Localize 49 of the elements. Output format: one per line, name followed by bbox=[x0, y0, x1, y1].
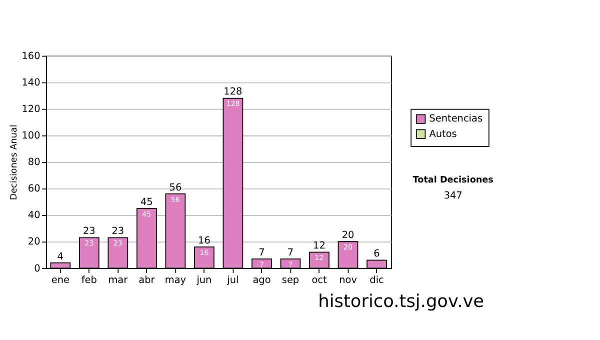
y-tick-label: 80 bbox=[28, 157, 40, 168]
y-tick-label: 140 bbox=[22, 77, 40, 88]
x-tick-label: jun bbox=[196, 274, 212, 286]
total-label: 4 bbox=[57, 251, 64, 262]
x-tick-label: dic bbox=[370, 274, 384, 286]
total-label: 12 bbox=[313, 240, 326, 252]
total-label: 7 bbox=[258, 247, 265, 258]
data-label: 12 bbox=[314, 253, 324, 262]
y-axis-title: Decisiones Anual bbox=[9, 124, 20, 200]
data-label: 45 bbox=[142, 209, 152, 218]
data-label: 7 bbox=[259, 260, 264, 269]
y-tick-label: 60 bbox=[28, 184, 40, 195]
x-tick-label: nov bbox=[339, 274, 358, 286]
data-label: 16 bbox=[200, 248, 210, 257]
legend-label: Sentencias bbox=[429, 114, 483, 125]
total-label: 16 bbox=[198, 235, 210, 246]
text: 347 bbox=[444, 190, 462, 202]
data-label: 20 bbox=[344, 242, 353, 252]
x-tick-label: feb bbox=[81, 274, 97, 286]
y-tick-label: 120 bbox=[22, 104, 40, 115]
x-tick-label: may bbox=[164, 274, 186, 286]
x-tick-label: jul bbox=[226, 274, 239, 286]
x-tick-label: oct bbox=[312, 274, 327, 286]
data-label: 128 bbox=[226, 99, 240, 108]
x-tick-label: ago bbox=[252, 274, 271, 286]
total-label: 23 bbox=[82, 226, 96, 238]
y-tick-label: 40 bbox=[28, 210, 40, 222]
x-tick-label: sep bbox=[282, 274, 300, 286]
y-tick-label: 100 bbox=[22, 130, 40, 142]
y-tick-label: 160 bbox=[22, 50, 40, 62]
total-label: 56 bbox=[169, 182, 182, 194]
text: Total Decisiones bbox=[412, 175, 494, 186]
y-tick-label: 0 bbox=[34, 263, 40, 274]
data-label: 23 bbox=[113, 238, 122, 248]
data-label: 23 bbox=[84, 238, 94, 248]
data-label: 56 bbox=[170, 194, 180, 204]
y-tick-label: 20 bbox=[28, 236, 40, 248]
x-tick-label: abr bbox=[138, 274, 155, 286]
total-label: 7 bbox=[287, 247, 294, 258]
legend-label: Autos bbox=[429, 128, 457, 140]
total-label: 45 bbox=[140, 196, 153, 208]
total-label: 20 bbox=[342, 230, 354, 242]
total-label: 23 bbox=[112, 226, 124, 238]
total-label: 128 bbox=[224, 86, 242, 98]
total-label: 6 bbox=[374, 248, 380, 260]
text: historico.tsj.gov.ve bbox=[318, 292, 484, 312]
data-label: 7 bbox=[288, 260, 293, 269]
x-tick-label: ene bbox=[51, 274, 70, 286]
x-tick-label: mar bbox=[108, 274, 128, 286]
